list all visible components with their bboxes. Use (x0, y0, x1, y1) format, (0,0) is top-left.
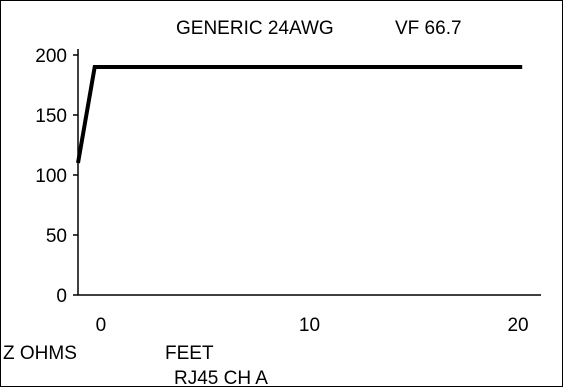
y-tick-label: 150 (35, 106, 67, 127)
x-axis-label: FEET (165, 343, 214, 364)
x-tick-label: 20 (507, 315, 528, 336)
chart-title: GENERIC 24AWG (176, 18, 334, 39)
channel-label: RJ45 CH A (174, 368, 268, 386)
x-tick-label: 0 (96, 315, 107, 336)
x-tick-label: 10 (299, 315, 320, 336)
y-tick-label: 100 (35, 166, 67, 187)
chart-subtitle: VF 66.7 (395, 18, 462, 39)
y-axis-label: Z OHMS (3, 343, 77, 364)
y-tick-label: 50 (46, 226, 67, 247)
y-tick-labels: 0 50 100 150 200 (35, 46, 78, 307)
y-tick-label: 0 (56, 286, 67, 307)
impedance-trace (76, 65, 523, 164)
y-tick-label: 200 (35, 46, 67, 67)
x-tick-labels: 0 10 20 (96, 315, 529, 336)
